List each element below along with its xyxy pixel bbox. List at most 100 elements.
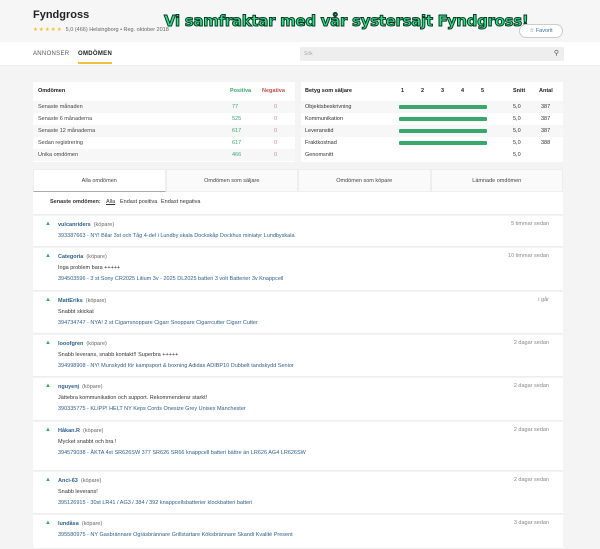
rating-score: 5,0 xyxy=(513,128,521,134)
rating-row: Kommunikation 5,0 387 xyxy=(301,113,563,125)
review-user[interactable]: lundåsa (köpare) xyxy=(58,521,102,527)
review-item: ▲ Håkan.R (köpare) 2 dagar sedan Mycket snab… xyxy=(33,422,563,471)
filter-all[interactable]: Alla xyxy=(106,199,116,205)
review-time: 10 timmar sedan xyxy=(508,253,549,259)
review-role: (köpare) xyxy=(86,341,107,347)
thumbs-up-icon: ▲ xyxy=(45,340,51,346)
review-item-link[interactable]: 394998908 - NY! Munskydd för kampsport &… xyxy=(58,363,294,369)
review-username[interactable]: lundåsa xyxy=(58,521,79,527)
rating-row: Fraktkostnad 5,0 388 xyxy=(301,137,563,149)
review-user[interactable]: nguyenj (köpare) xyxy=(58,384,103,390)
review-item-link[interactable]: 393387663 - NY! Bilar 3st och Tåg 4-del … xyxy=(58,233,295,239)
filter-negative[interactable]: Endast negativa xyxy=(161,199,201,205)
review-item-link[interactable]: 395126915 - 30st LR41 / AG3 / 384 / 392 … xyxy=(58,500,253,506)
tab-seller-reviews[interactable]: Omdömen som säljare xyxy=(165,169,298,192)
summary-cell: Sedan registrering xyxy=(38,140,83,146)
rating-text: 5,0 (466) Helsingborg • Reg. oktober 201… xyxy=(65,27,169,33)
thumbs-up-icon: ▲ xyxy=(45,477,51,483)
summary-cell: 617 xyxy=(232,140,242,146)
review-comment: Jättebra kommunikation och support. Reko… xyxy=(58,395,208,401)
review-username[interactable]: MattEriks xyxy=(58,298,83,304)
tab-given-reviews[interactable]: Lämnade omdömen xyxy=(430,169,563,192)
review-time: 2 dagar sedan xyxy=(513,427,549,433)
rating-score: 5,0 xyxy=(513,116,521,122)
review-item: ▲ lundåsa (köpare) 3 dagar sedan 395580975 -… xyxy=(33,515,563,549)
tab-all-reviews[interactable]: Alla omdömen xyxy=(33,169,166,192)
review-item-link[interactable]: 395580975 - NY Gasbrännare Ogräsbrännare… xyxy=(58,532,293,538)
thumbs-up-icon: ▲ xyxy=(45,520,51,526)
review-item-link[interactable]: 390335775 - KLIPP! HELT NY Keps Cords On… xyxy=(58,406,246,412)
promo-banner: Vi samfraktar med vår systersajt Fyndgro… xyxy=(163,12,529,31)
review-item: ▲ Anci-63 (köpare) 2 dagar sedan Snabb lever… xyxy=(33,472,563,514)
review-user[interactable]: Categoria (köpare) xyxy=(58,254,107,260)
review-comment: Inga problem bara +++++ xyxy=(58,265,121,271)
review-comment: Snabbt skickat xyxy=(58,309,94,315)
review-time: 3 dagar sedan xyxy=(513,520,549,526)
thumbs-up-icon: ▲ xyxy=(45,297,51,303)
review-comment: Snabb leverans, snabb kontakt!! Superbra… xyxy=(58,352,179,358)
filter-label: Senaste omdömen: xyxy=(50,199,101,205)
review-role: (köpare) xyxy=(81,521,103,527)
average-score: 5,0 xyxy=(513,152,521,158)
review-username[interactable]: Anci-63 xyxy=(58,478,78,484)
review-username[interactable]: Categoria xyxy=(58,254,84,260)
review-role: (köpare) xyxy=(82,384,103,390)
rating-row: Leveranstid 5,0 387 xyxy=(301,125,563,137)
review-role: (köpare) xyxy=(85,298,107,304)
rating-label: Fraktkostnad xyxy=(305,140,337,146)
seller-name: Fyndgross xyxy=(33,9,90,21)
ratings-header: 1 xyxy=(401,88,405,94)
review-item: ▲ nguyenj (köpare) 2 dagar sedan Jättebra ko… xyxy=(33,378,563,421)
ratings-table: Betyg som säljare 1 2 3 4 5 Snitt Antal Objektsb… xyxy=(301,82,563,162)
review-item-link[interactable]: 394579038 - ÄKTA 4st SR626SW 377 SR626 S… xyxy=(58,450,306,456)
summary-header: Omdömen xyxy=(38,88,66,94)
tab-annonser[interactable]: ANNONSER xyxy=(33,51,70,57)
rating-row: Objektsbeskrivning 5,0 387 xyxy=(301,101,563,113)
search-input[interactable]: Sök ⚲ xyxy=(300,47,564,61)
review-user[interactable]: looofgren (köpare) xyxy=(58,341,107,347)
rating-bar xyxy=(399,141,487,145)
review-item-link[interactable]: 394503596 - 3 st Sony CR2025 Litium 3v -… xyxy=(58,276,284,282)
review-time: 5 timmar sedan xyxy=(511,221,549,227)
thumbs-up-icon: ▲ xyxy=(45,221,51,227)
review-role: (köpare) xyxy=(93,222,115,228)
summary-table: Omdömen Positiva Negativa Senaste månaden 77… xyxy=(33,82,295,162)
summary-cell: Senaste 6 månaderna xyxy=(38,116,93,122)
rating-label: Objektsbeskrivning xyxy=(305,104,352,110)
ratings-header: Betyg som säljare xyxy=(305,88,353,94)
rating-count: 387 xyxy=(541,128,551,134)
review-user[interactable]: Anci-63 (köpare) xyxy=(58,478,101,484)
summary-cell: 617 xyxy=(232,128,242,134)
review-username[interactable]: Håkan.R xyxy=(58,428,81,434)
review-comment: Mycket snabbt och bra ! xyxy=(58,439,117,445)
review-username[interactable]: vulcanriders xyxy=(58,222,91,228)
profile-header: Fyndgross ★★★★★ 5,0 (466) Helsingborg • R… xyxy=(0,0,600,42)
rating-count: 387 xyxy=(541,104,551,110)
review-username[interactable]: looofgren xyxy=(58,341,84,347)
review-user[interactable]: vulcanriders (köpare) xyxy=(58,222,114,228)
ratings-header: 5 xyxy=(481,88,485,94)
search-icon[interactable]: ⚲ xyxy=(553,50,559,57)
summary-cell: Senaste 12 månaderna xyxy=(38,128,96,134)
review-item: ▲ Categoria (köpare) 10 timmar sedan Inga pr… xyxy=(33,248,563,291)
review-user[interactable]: Håkan.R (köpare) xyxy=(58,428,104,434)
summary-row: Senaste 6 månaderna 525 0 xyxy=(33,113,295,125)
favorite-button[interactable]: ☆ Favorit xyxy=(519,24,563,38)
summary-cell: Unika omdömen xyxy=(38,152,79,158)
search-placeholder: Sök xyxy=(304,51,313,57)
summary-cell: 77 xyxy=(232,104,239,110)
thumbs-up-icon: ▲ xyxy=(45,427,51,433)
tab-buyer-reviews[interactable]: Omdömen som köpare xyxy=(298,169,431,192)
filter-positive[interactable]: Endast positiva xyxy=(120,199,158,205)
average-label: Genomsnitt xyxy=(305,152,334,158)
review-item-link[interactable]: 394734747 - NYA! 2 st Cigarrsnoppare Cig… xyxy=(58,320,258,326)
filter-bar: Senaste omdömen: Alla Endast positiva En… xyxy=(33,192,563,215)
review-user[interactable]: MattEriks (köpare) xyxy=(58,298,106,304)
tab-omdomen[interactable]: OMDÖMEN xyxy=(78,51,113,64)
review-username[interactable]: nguyenj xyxy=(58,384,80,390)
summary-cell: 525 xyxy=(232,116,242,122)
review-tabs: Alla omdömen Omdömen som säljare Omdömen… xyxy=(33,169,563,192)
nav-bar: ANNONSER OMDÖMEN Sök ⚲ xyxy=(0,42,600,66)
review-item: ▲ looofgren (köpare) 2 dagar sedan Snabb lev… xyxy=(33,335,563,377)
review-time: 2 dagar sedan xyxy=(513,477,549,483)
